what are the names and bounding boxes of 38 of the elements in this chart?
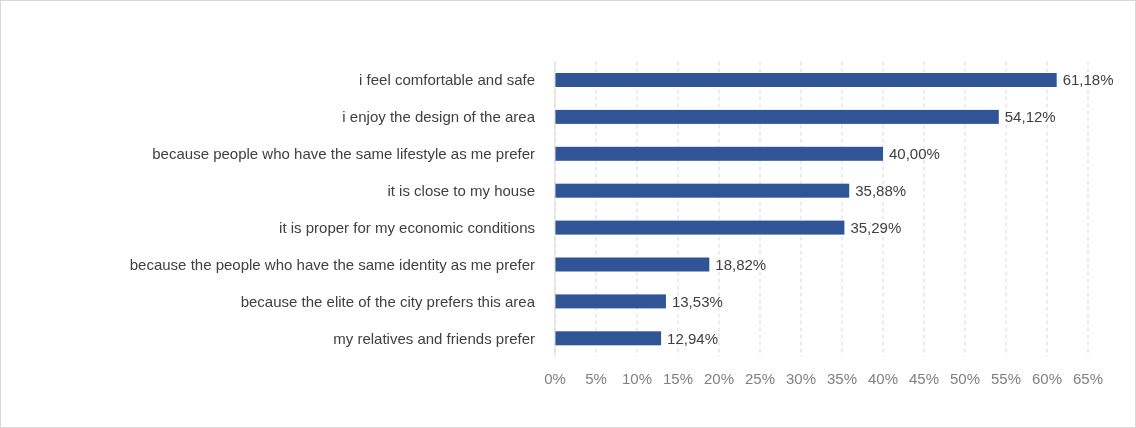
x-tick-label: 15% [662,370,694,387]
x-tick-label: 0% [544,370,566,387]
bar [555,73,1057,87]
data-label: 18,82% [715,255,767,273]
x-tick-label: 50% [949,370,981,387]
data-label: 35,88% [855,181,907,199]
x-tick-label: 30% [785,370,817,387]
x-tick-label: 55% [990,370,1022,387]
x-tick-label: 20% [703,370,735,387]
y-tick-label: because the elite of the city prefers this area [240,292,536,310]
bar [555,331,662,346]
bar [555,146,883,161]
data-label: 61,18% [1062,71,1114,89]
y-tick-label: it is proper for my economic conditions [279,218,535,236]
y-tick-label: i feel comfortable and safe [359,71,535,89]
y-tick-label: it is close to my house [387,181,535,199]
y-tick-label: because the people who have the same identity as me prefer [129,255,535,273]
y-tick-label: because people who have the same lifestyle as me prefer [152,145,535,163]
data-label: 40,00% [889,145,940,163]
data-label: 54,12% [1004,108,1056,126]
data-label: 12,94% [667,329,718,347]
y-tick-label: my relatives and friends prefer [333,329,535,347]
x-tick-label: 5% [585,370,607,387]
data-label: 35,29% [850,218,902,236]
x-tick-label: 65% [1072,370,1104,387]
x-tick-label: 25% [744,370,776,387]
bar [555,257,710,272]
bar [555,220,845,235]
x-tick-label: 10% [621,370,653,387]
y-tick-label: i enjoy the design of the area [342,108,536,126]
bar [555,109,999,124]
data-label: 13,53% [671,292,723,310]
x-tick-label: 45% [908,370,940,387]
x-tick-label: 35% [826,370,858,387]
x-tick-label: 40% [867,370,899,387]
bar [555,294,666,309]
bar [555,183,850,198]
x-tick-label: 60% [1031,370,1063,387]
